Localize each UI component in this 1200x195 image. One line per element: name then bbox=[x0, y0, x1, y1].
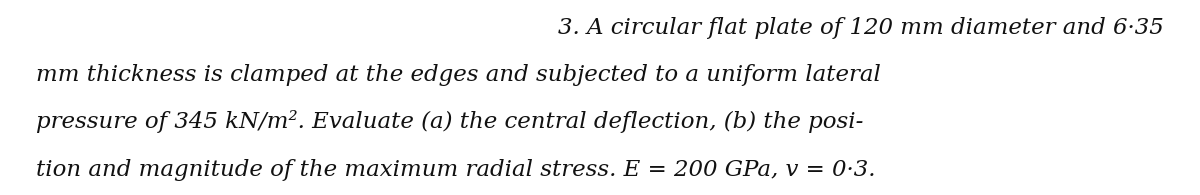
Text: mm thickness is clamped at the edges and subjected to a uniform lateral: mm thickness is clamped at the edges and… bbox=[36, 64, 881, 86]
Text: 3. A circular flat plate of 120 mm diameter and 6·35: 3. A circular flat plate of 120 mm diame… bbox=[558, 17, 1164, 39]
Text: tion and magnitude of the maximum radial stress. E = 200 GPa, v = 0·3.: tion and magnitude of the maximum radial… bbox=[36, 159, 876, 181]
Text: pressurе of 345 kN/m². Evaluate (a) the central deflection, (b) the posi-: pressurе of 345 kN/m². Evaluate (a) the … bbox=[36, 110, 863, 133]
